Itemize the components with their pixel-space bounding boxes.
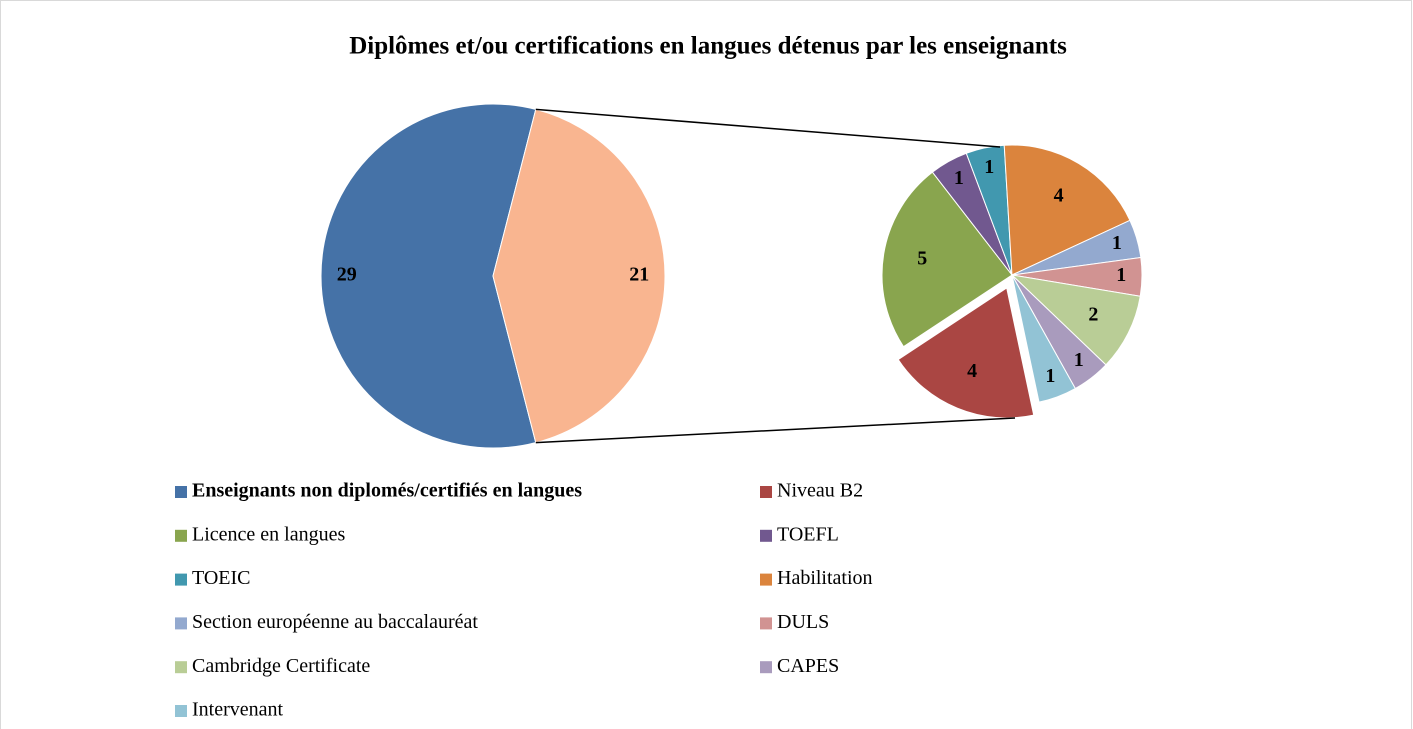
legend-label: Niveau B2	[777, 480, 863, 502]
pie-slice	[1011, 274, 1076, 403]
legend-label: Licence en langues	[192, 523, 345, 545]
legend-label: TOEFL	[777, 523, 839, 545]
data-label: 1	[954, 167, 964, 189]
connector-line	[535, 108, 1001, 148]
legend-label: Intervenant	[192, 699, 284, 721]
legend-label: Cambridge Certificate	[192, 655, 370, 677]
legend-swatch	[175, 617, 187, 630]
data-label: 4	[967, 360, 977, 382]
legend-label: Section européenne au baccalauréat	[192, 611, 478, 633]
pie-slice	[1003, 144, 1131, 276]
legend-label: CAPES	[777, 655, 839, 677]
legend-swatch	[175, 573, 187, 586]
pie-slice	[320, 103, 537, 449]
connector-line	[535, 417, 1016, 444]
data-label: 29	[337, 264, 357, 286]
data-label: 21	[629, 264, 649, 286]
data-label: 1	[1112, 232, 1122, 254]
legend-swatch	[175, 705, 187, 717]
pie-slice	[492, 108, 666, 444]
pie-slice	[881, 171, 1013, 348]
legend-swatch	[175, 486, 187, 498]
pie-slice	[897, 287, 1035, 419]
data-label: 2	[1088, 303, 1098, 325]
data-label: 1	[1045, 365, 1055, 387]
legend-swatch	[760, 617, 772, 630]
data-label: 1	[1116, 264, 1126, 286]
data-label: 1	[1074, 349, 1084, 371]
data-label: 4	[1054, 184, 1064, 206]
legend-swatch	[175, 661, 187, 674]
legend-label: DULS	[777, 611, 829, 633]
data-label: 5	[917, 248, 927, 270]
pie-slice	[1010, 274, 1141, 366]
chart-title: Diplômes et/ou certifications en langues…	[349, 33, 1067, 60]
legend-swatch	[175, 529, 187, 542]
legend-swatch	[760, 661, 772, 674]
legend-label: Habilitation	[777, 567, 873, 589]
legend-label: Enseignants non diplomés/certifiés en la…	[192, 480, 582, 502]
data-label: 1	[984, 156, 994, 178]
legend-swatch	[760, 529, 772, 542]
legend-label: TOEIC	[192, 567, 251, 589]
legend-swatch	[760, 486, 772, 498]
legend-swatch	[760, 573, 772, 586]
